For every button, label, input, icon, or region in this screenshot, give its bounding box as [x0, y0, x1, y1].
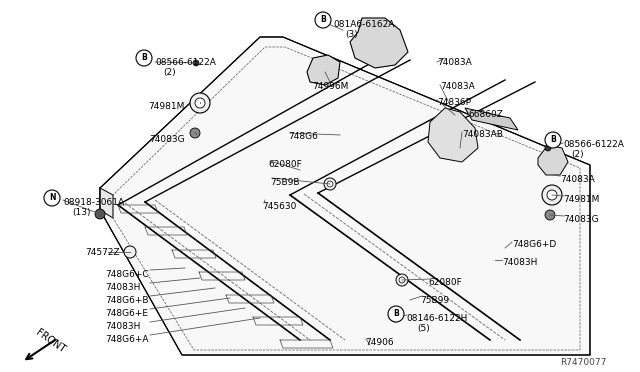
Text: 74083H: 74083H [502, 258, 538, 267]
Polygon shape [538, 145, 568, 175]
Circle shape [399, 277, 405, 283]
Circle shape [547, 190, 557, 200]
Text: 08146-6122H: 08146-6122H [406, 314, 467, 323]
Polygon shape [100, 37, 590, 355]
Text: 08918-3061A: 08918-3061A [63, 198, 124, 207]
Text: 74083AB: 74083AB [462, 130, 503, 139]
Circle shape [545, 210, 555, 220]
Circle shape [190, 93, 210, 113]
Polygon shape [307, 55, 340, 85]
Text: 748G6+B: 748G6+B [105, 296, 148, 305]
Text: 748G6: 748G6 [288, 132, 318, 141]
Text: R7470077: R7470077 [560, 358, 606, 367]
Text: (5): (5) [417, 324, 429, 333]
Circle shape [193, 60, 199, 66]
Circle shape [44, 190, 60, 206]
Text: FRONT: FRONT [34, 327, 67, 355]
Text: 74083G: 74083G [563, 215, 598, 224]
Text: (2): (2) [163, 68, 175, 77]
Text: B: B [141, 54, 147, 62]
Text: 74083A: 74083A [560, 175, 595, 184]
Circle shape [324, 178, 336, 190]
Circle shape [388, 306, 404, 322]
Circle shape [95, 209, 105, 219]
Text: 08566-6122A: 08566-6122A [563, 140, 624, 149]
Circle shape [542, 185, 562, 205]
Text: 74083H: 74083H [105, 322, 140, 331]
Polygon shape [465, 108, 518, 130]
Text: (2): (2) [571, 150, 584, 159]
Text: 748G6+A: 748G6+A [105, 335, 148, 344]
Circle shape [190, 128, 200, 138]
Circle shape [391, 314, 399, 322]
Text: 74083A: 74083A [440, 82, 475, 91]
Text: (3): (3) [345, 30, 358, 39]
Circle shape [545, 145, 551, 151]
Polygon shape [100, 188, 113, 218]
Circle shape [315, 12, 331, 28]
Text: 62080F: 62080F [268, 160, 301, 169]
Text: 748G6+E: 748G6+E [105, 309, 148, 318]
Text: 74996M: 74996M [312, 82, 348, 91]
Text: 748G6+D: 748G6+D [512, 240, 556, 249]
Text: 66860Z: 66860Z [468, 110, 503, 119]
Text: 748G6+C: 748G6+C [105, 270, 148, 279]
Text: 081A6-6162A: 081A6-6162A [333, 20, 394, 29]
Circle shape [136, 50, 152, 66]
Text: 75B9B: 75B9B [270, 178, 300, 187]
Text: 62080F: 62080F [428, 278, 461, 287]
Polygon shape [350, 18, 408, 68]
Text: 74083G: 74083G [149, 135, 184, 144]
Text: 74836P: 74836P [437, 98, 471, 107]
Text: 74083A: 74083A [437, 58, 472, 67]
Text: 75B99: 75B99 [420, 296, 449, 305]
Text: 74981M: 74981M [148, 102, 184, 111]
Text: 745630: 745630 [262, 202, 296, 211]
Text: B: B [393, 310, 399, 318]
Text: N: N [49, 193, 55, 202]
Circle shape [396, 274, 408, 286]
Text: B: B [550, 135, 556, 144]
Text: B: B [320, 16, 326, 25]
Text: 08566-6122A: 08566-6122A [155, 58, 216, 67]
Text: 74572Z: 74572Z [85, 248, 120, 257]
Circle shape [545, 132, 561, 148]
Circle shape [327, 181, 333, 187]
Text: 74981M: 74981M [563, 195, 600, 204]
Polygon shape [428, 108, 478, 162]
Text: 74906: 74906 [365, 338, 394, 347]
Circle shape [124, 246, 136, 258]
Text: 74083H: 74083H [105, 283, 140, 292]
Text: (13): (13) [72, 208, 90, 217]
Circle shape [195, 98, 205, 108]
